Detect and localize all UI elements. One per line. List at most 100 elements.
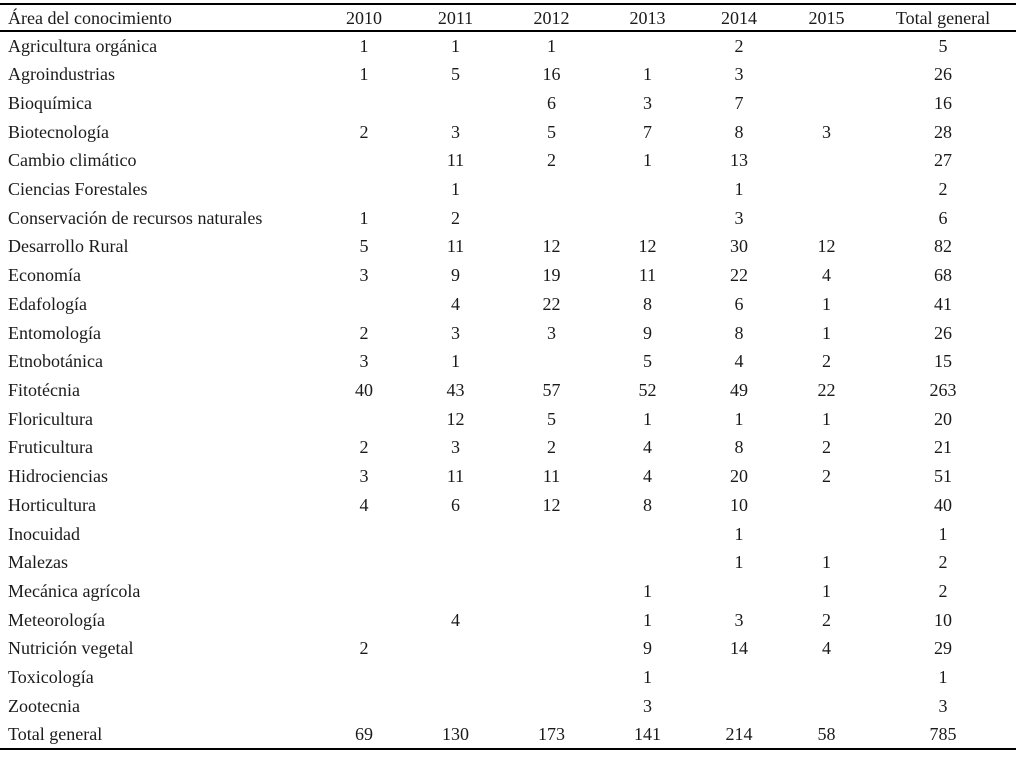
row-value-cell: 1 [451, 178, 460, 199]
row-value-cell: 6 [938, 207, 948, 228]
row-value-cell: 5 [643, 351, 652, 372]
row-area-label: Bioquímica [8, 92, 92, 113]
row-value-cell: 2 [822, 466, 831, 487]
row-value-cell: 3 [822, 121, 831, 142]
table-row: Conservación de recursos naturales 1 2 3 6 [0, 203, 1016, 232]
row-value-cell: 1 [643, 150, 652, 171]
row-value-cell: 130 [442, 724, 469, 745]
row-value-cell: 1 [938, 667, 948, 688]
table-row: Biotecnología 2 3 5 7 8 3 28 [0, 117, 1016, 146]
row-value-cell [695, 577, 783, 606]
table-row: Meteorología 4 1 3 2 10 [0, 605, 1016, 634]
row-value-cell: 57 [542, 379, 561, 400]
row-value-cell: 1 [822, 552, 831, 573]
row-value-cell: 2 [822, 437, 831, 458]
row-value-cell [320, 548, 408, 577]
row-value-cell: 12 [446, 408, 465, 429]
row-value-cell: 1 [643, 609, 652, 630]
row-value-cell: 21 [934, 437, 952, 458]
row-value-cell: 214 [725, 724, 753, 745]
row-value-cell: 4 [822, 265, 831, 286]
row-value-cell: 12 [542, 236, 561, 257]
row-value-cell: 22 [817, 379, 836, 400]
table-row: Entomología 2 3 3 9 8 1 26 [0, 318, 1016, 347]
row-area-label: Nutrición vegetal [8, 638, 134, 659]
row-value-cell [408, 519, 503, 548]
row-value-cell [320, 605, 408, 634]
row-value-cell: 4 [822, 638, 831, 659]
row-value-cell: 7 [643, 121, 652, 142]
row-value-cell: 20 [730, 466, 748, 487]
row-value-cell: 43 [446, 379, 465, 400]
row-value-cell [600, 519, 695, 548]
row-value-cell: 1 [822, 581, 831, 602]
row-value-cell: 3 [359, 351, 369, 372]
row-value-cell [320, 88, 408, 117]
row-value-cell [783, 60, 870, 89]
row-value-cell [783, 146, 870, 175]
column-header-2014: 2014 [695, 4, 783, 32]
row-value-cell: 51 [934, 466, 952, 487]
row-value-cell: 13 [730, 150, 748, 171]
row-value-cell: 4 [359, 494, 369, 515]
row-value-cell [783, 663, 870, 692]
column-header-2011: 2011 [408, 4, 503, 32]
row-area-label: Desarrollo Rural [8, 236, 129, 257]
row-value-cell: 1 [359, 64, 369, 85]
row-area-label: Meteorología [8, 609, 105, 630]
row-value-cell [503, 548, 600, 577]
column-header-2010: 2010 [320, 4, 408, 32]
row-area-label: Agricultura orgánica [8, 35, 158, 56]
row-value-cell: 1 [822, 293, 831, 314]
table-row: Malezas 1 1 2 [0, 548, 1016, 577]
row-value-cell: 22 [730, 265, 748, 286]
row-value-cell: 15 [934, 351, 952, 372]
row-value-cell: 1 [938, 523, 948, 544]
row-value-cell: 3 [734, 207, 744, 228]
column-header-2012: 2012 [503, 4, 600, 32]
row-value-cell [320, 519, 408, 548]
row-value-cell: 8 [734, 121, 744, 142]
row-value-cell: 5 [547, 408, 556, 429]
row-value-cell: 3 [451, 437, 460, 458]
row-value-cell: 2 [822, 351, 831, 372]
row-value-cell: 2 [938, 581, 948, 602]
row-area-label: Total general [8, 724, 103, 745]
row-value-cell: 11 [542, 466, 561, 487]
table-row: Bioquímica 6 3 7 16 [0, 88, 1016, 117]
row-value-cell: 263 [929, 379, 957, 400]
row-value-cell [783, 31, 870, 60]
table-row: Fitotécnia 40 43 57 52 49 22 263 [0, 376, 1016, 405]
row-value-cell: 30 [730, 236, 748, 257]
row-area-label: Agroindustrias [8, 64, 115, 85]
row-value-cell [600, 203, 695, 232]
row-value-cell [600, 175, 695, 204]
row-value-cell: 1 [643, 667, 652, 688]
row-value-cell [408, 88, 503, 117]
table-row: Nutrición vegetal 2 9 14 4 29 [0, 634, 1016, 663]
table-row: Hidrociencias 3 11 11 4 20 2 51 [0, 462, 1016, 491]
row-value-cell: 9 [451, 265, 460, 286]
row-value-cell: 16 [542, 64, 561, 85]
column-header-area: Área del conocimiento [0, 4, 320, 32]
row-value-cell: 785 [929, 724, 957, 745]
row-value-cell [320, 577, 408, 606]
row-value-cell: 4 [451, 609, 460, 630]
row-area-label: Economía [8, 265, 81, 286]
row-value-cell: 3 [451, 322, 460, 343]
row-value-cell: 1 [451, 351, 460, 372]
row-value-cell: 11 [446, 466, 465, 487]
row-value-cell: 3 [938, 695, 948, 716]
row-value-cell: 1 [359, 207, 369, 228]
row-area-label: Edafología [8, 293, 87, 314]
row-value-cell: 9 [643, 638, 652, 659]
row-value-cell: 1 [822, 322, 831, 343]
row-value-cell: 1 [734, 523, 744, 544]
row-area-label: Floricultura [8, 408, 93, 429]
row-value-cell: 12 [638, 236, 657, 257]
row-value-cell [320, 146, 408, 175]
row-value-cell: 49 [730, 379, 748, 400]
row-value-cell: 41 [934, 293, 952, 314]
row-area-label: Etnobotánica [8, 351, 103, 372]
row-value-cell: 14 [730, 638, 748, 659]
